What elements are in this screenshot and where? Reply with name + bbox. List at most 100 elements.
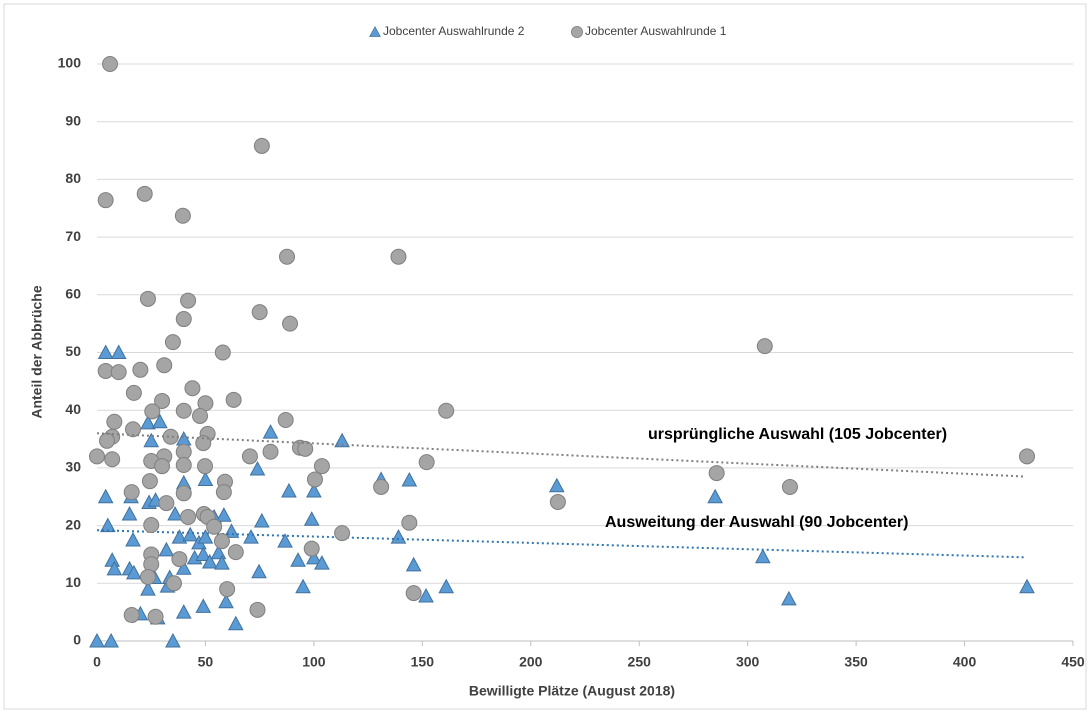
circle-marker [175,443,192,460]
circle-marker [197,458,214,475]
annotation: Ausweitung der Auswahl (90 Jobcenter) [605,514,908,531]
circle-marker [206,518,223,535]
circle-marker [156,357,173,374]
triangle-marker [314,555,330,570]
triangle-marker [175,560,192,575]
y-tick-label: 70 [65,228,81,244]
circle-marker [227,544,244,561]
circle-marker [756,338,773,355]
legend-marker [369,25,381,37]
circle-marker [98,432,115,449]
circle-marker [708,465,725,482]
triangle-marker [152,413,168,429]
circle-marker [104,451,121,468]
circle-marker [213,533,230,550]
circle-marker [141,473,158,490]
circle-marker [158,495,175,512]
y-tick-label: 60 [65,286,81,302]
triangle-marker [201,553,218,569]
circle-marker [97,192,114,209]
triangle-marker [106,560,123,576]
circle-marker [303,540,320,557]
triangle-marker [334,432,350,448]
triangle-marker [401,471,418,487]
circle-marker [241,448,258,465]
annotation: ursprüngliche Auswahl (105 Jobcenter) [648,426,947,443]
x-tick-label: 50 [198,654,214,670]
circle-marker [180,292,197,309]
y-tick-label: 80 [65,170,81,186]
legend-label: Jobcenter Auswahlrunde 2 [383,24,525,38]
circle-marker [171,551,188,568]
x-tick-label: 250 [628,654,652,670]
triangle-marker [175,604,192,619]
circle-marker [334,525,351,542]
triangle-marker [103,632,119,648]
circle-marker [174,207,191,224]
triangle-marker [143,432,160,448]
triangle-marker [121,506,138,521]
circle-marker [278,248,295,265]
triangle-marker [165,632,181,648]
y-tick-label: 90 [65,112,81,128]
circle-marker [102,56,119,72]
y-tick-label: 20 [65,516,81,532]
y-tick-label: 40 [65,401,81,417]
triangle-marker [214,555,230,570]
triangle-marker [251,563,267,579]
triangle-marker [438,578,455,594]
circle-marker [175,311,192,328]
circle-marker [401,514,418,531]
circle-marker [251,304,268,321]
circle-marker [147,608,164,625]
circle-marker [306,471,323,488]
x-tick-label: 200 [519,654,543,670]
circle-marker [214,344,231,361]
circle-marker [143,517,160,534]
triangle-marker [306,549,322,565]
circle-marker [132,361,149,378]
circle-marker [139,568,156,585]
triangle-marker [243,529,259,544]
x-tick-label: 0 [93,654,101,670]
circle-marker [390,248,407,265]
circle-marker [781,478,798,495]
triangle-marker [195,546,212,561]
triangle-marker [140,581,156,596]
circle-marker [89,448,105,465]
circle-marker [164,334,181,351]
chart-border [3,3,1087,710]
triangle-marker [253,512,270,528]
y-axis-label: Anteil der Abbrüche [29,285,45,418]
triangle-marker [216,507,232,522]
legend-marker [571,26,583,38]
triangle-marker [249,460,266,476]
y-tick-label: 50 [65,343,81,359]
y-tick-label: 30 [65,459,81,475]
circle-marker [438,402,455,419]
triangle-marker [755,548,771,564]
x-tick-label: 150 [411,654,435,670]
circle-marker [249,601,266,618]
circle-marker [262,443,279,460]
x-tick-label: 350 [844,654,868,670]
circle-marker [106,413,123,430]
triangle-marker [1019,578,1035,594]
triangle-marker [303,511,320,526]
circle-marker [215,484,232,501]
triangle-marker [197,471,214,486]
triangle-marker [97,488,114,504]
x-tick-label: 100 [302,654,326,670]
triangle-marker [290,552,306,567]
x-axis-label: Bewilligte Plätze (August 2018) [469,683,675,699]
triangle-marker [167,506,183,521]
circle-marker [418,454,435,471]
circle-marker [282,315,299,332]
circle-marker [125,421,142,438]
circle-marker [405,585,422,602]
triangle-marker [140,414,156,430]
circle-marker [1019,448,1036,465]
legend-label: Jobcenter Auswahlrunde 1 [585,24,727,38]
circle-marker [219,581,236,598]
